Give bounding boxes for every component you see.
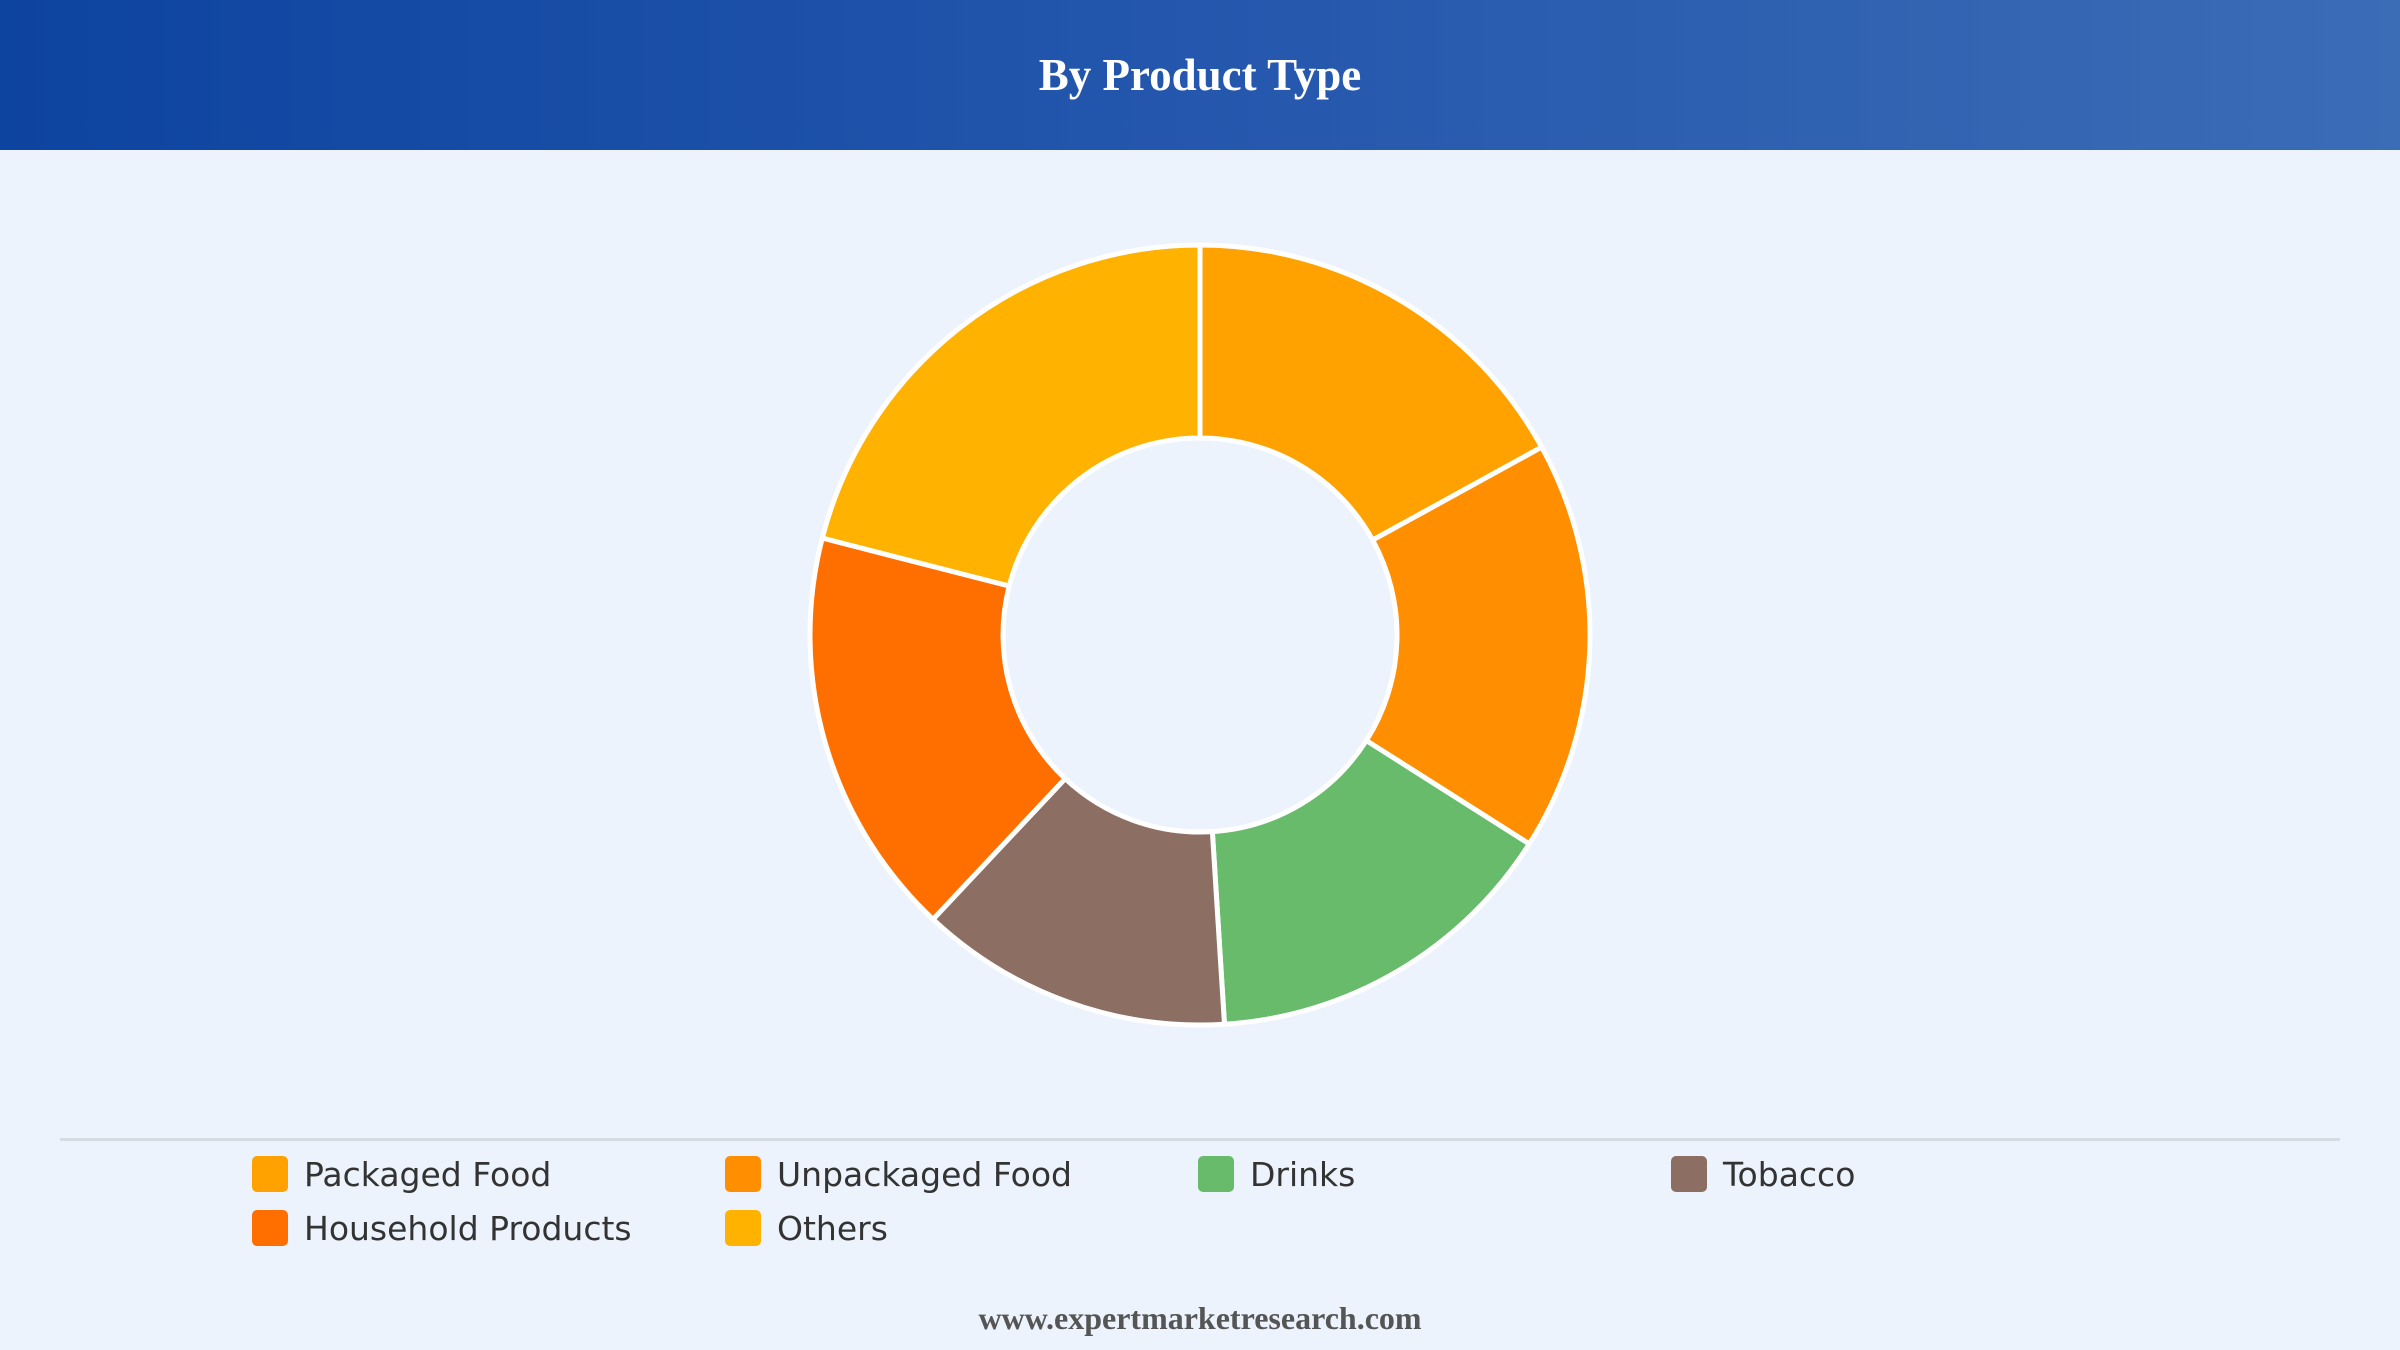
legend-divider	[60, 1138, 2340, 1141]
donut-chart	[807, 242, 1593, 1028]
legend-label: Drinks	[1250, 1154, 1356, 1194]
source-url: www.expertmarketresearch.com	[978, 1300, 1422, 1336]
chart-header: By Product Type	[0, 0, 2400, 150]
legend-label: Others	[777, 1208, 888, 1248]
legend-label: Household Products	[304, 1208, 632, 1248]
donut-slice-unpackaged-food[interactable]	[1363, 444, 1593, 847]
legend-item-tobacco[interactable]: Tobacco	[1671, 1154, 2144, 1194]
legend-swatch	[1671, 1156, 1707, 1192]
legend-item-household-products[interactable]: Household Products	[252, 1208, 725, 1248]
legend-label: Unpackaged Food	[777, 1154, 1072, 1194]
legend-item-drinks[interactable]: Drinks	[1198, 1154, 1671, 1194]
legend-swatch	[725, 1156, 761, 1192]
legend-swatch	[1198, 1156, 1234, 1192]
legend-label: Tobacco	[1723, 1154, 1856, 1194]
chart-area	[0, 150, 2400, 1130]
chart-title: By Product Type	[1038, 50, 1362, 100]
donut-slice-packaged-food[interactable]	[1197, 242, 1545, 543]
donut-slice-tobacco[interactable]	[930, 776, 1227, 1028]
legend-item-packaged-food[interactable]: Packaged Food	[252, 1154, 725, 1194]
legend-item-others[interactable]: Others	[725, 1208, 1198, 1248]
legend-swatch	[725, 1210, 761, 1246]
legend-swatch	[252, 1210, 288, 1246]
donut-slice-drinks[interactable]	[1209, 738, 1532, 1027]
legend-item-unpackaged-food[interactable]: Unpackaged Food	[725, 1154, 1198, 1194]
legend-label: Packaged Food	[304, 1154, 552, 1194]
donut-slice-others[interactable]	[819, 242, 1203, 589]
donut-slice-household-products[interactable]	[807, 535, 1068, 922]
chart-legend: Packaged Food Unpackaged Food Drinks Tob…	[252, 1154, 2144, 1248]
legend-swatch	[252, 1156, 288, 1192]
